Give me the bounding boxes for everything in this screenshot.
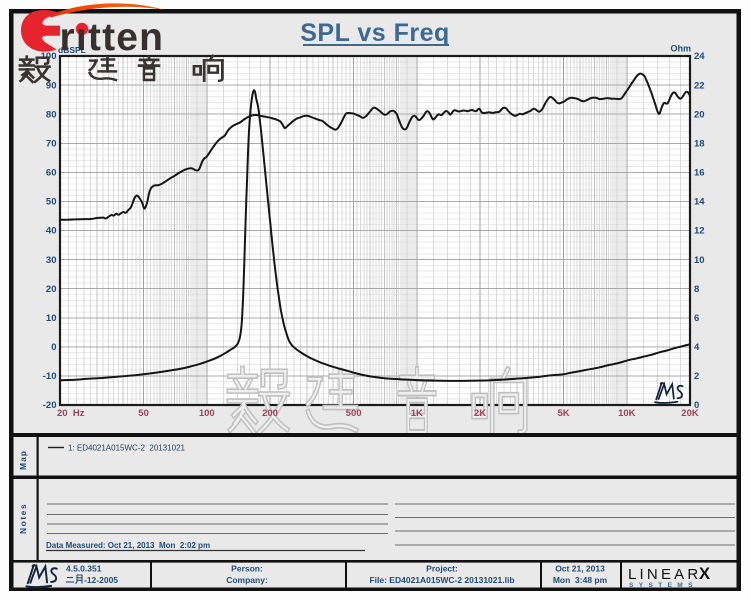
svg-text:10: 10 <box>694 255 705 266</box>
svg-text:LINEAR: LINEAR <box>628 566 701 583</box>
svg-text:12: 12 <box>694 226 705 237</box>
svg-text:200: 200 <box>262 408 278 419</box>
svg-text:X: X <box>699 565 710 583</box>
svg-text:50: 50 <box>46 197 57 208</box>
svg-text:16: 16 <box>694 168 705 179</box>
svg-text:2K: 2K <box>474 408 486 419</box>
svg-text:20: 20 <box>46 284 57 295</box>
svg-text:SPL vs Freq: SPL vs Freq <box>300 19 450 47</box>
svg-text:20K: 20K <box>681 408 699 419</box>
svg-text:100: 100 <box>199 408 215 419</box>
svg-text:40: 40 <box>46 226 57 237</box>
svg-text:5K: 5K <box>558 408 570 419</box>
svg-text:8: 8 <box>694 284 699 295</box>
svg-text:6: 6 <box>694 313 699 324</box>
svg-text:-20: -20 <box>43 400 57 411</box>
svg-text:24: 24 <box>694 51 705 62</box>
svg-text:10: 10 <box>46 313 57 324</box>
svg-text:Mon 3:48 pm: Mon 3:48 pm <box>553 575 608 585</box>
svg-text:1K: 1K <box>411 408 423 419</box>
svg-text:14: 14 <box>694 197 705 208</box>
svg-text:-12-2005: -12-2005 <box>84 575 118 585</box>
svg-text:500: 500 <box>346 408 362 419</box>
svg-text:90: 90 <box>46 80 57 91</box>
svg-text:18: 18 <box>694 138 705 149</box>
svg-text:Project:: Project: <box>426 564 458 574</box>
svg-text:Map: Map <box>18 450 28 470</box>
svg-text:20: 20 <box>694 109 705 120</box>
svg-text:80: 80 <box>46 109 57 120</box>
svg-text:1: ED4021A015WC-2 20131021: 1: ED4021A015WC-2 20131021 <box>68 444 186 453</box>
svg-text:0: 0 <box>694 400 699 411</box>
svg-text:Notes: Notes <box>18 503 28 534</box>
svg-text:Ohm: Ohm <box>670 44 691 54</box>
svg-text:File: ED4021A015WC-2 20131021.: File: ED4021A015WC-2 20131021.lib <box>369 575 514 585</box>
svg-text:4.5.0.351: 4.5.0.351 <box>66 564 102 574</box>
svg-text:Company:: Company: <box>226 575 268 585</box>
svg-text:30: 30 <box>46 255 57 266</box>
svg-text:50: 50 <box>138 408 149 419</box>
svg-text:Person:: Person: <box>231 564 263 574</box>
svg-text:dBSPL: dBSPL <box>58 45 86 55</box>
svg-text:Data Measured: Oct 21, 2013 M: Data Measured: Oct 21, 2013 Mon 2:02 pm <box>46 541 210 550</box>
svg-text:rıtten: rıtten <box>60 16 165 59</box>
svg-text:-10: -10 <box>43 371 57 382</box>
svg-text:4: 4 <box>694 342 700 353</box>
svg-text:0: 0 <box>51 342 56 353</box>
svg-text:22: 22 <box>694 80 705 91</box>
svg-text:10K: 10K <box>618 408 636 419</box>
svg-text:2: 2 <box>694 371 699 382</box>
svg-text:60: 60 <box>46 168 57 179</box>
svg-text:70: 70 <box>46 138 57 149</box>
svg-text:Oct 21, 2013: Oct 21, 2013 <box>555 564 605 574</box>
svg-text:20 Hz: 20 Hz <box>57 408 85 419</box>
svg-text:SYSTEMS: SYSTEMS <box>629 582 698 589</box>
